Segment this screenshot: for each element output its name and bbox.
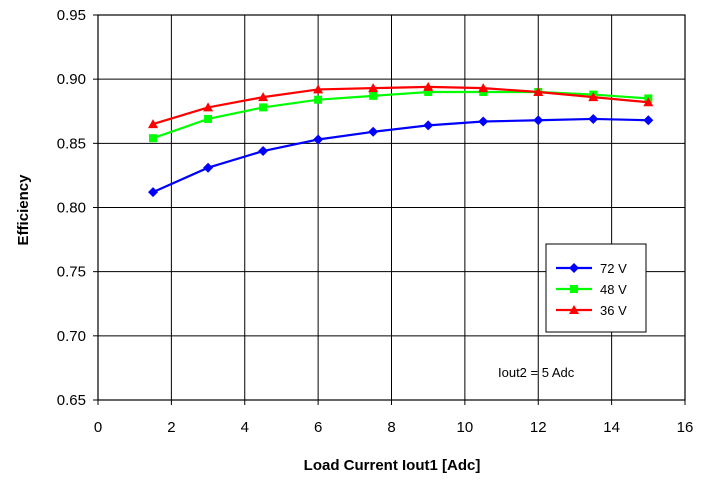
plot-border: [97, 14, 686, 401]
data-point: [259, 103, 268, 112]
data-point: [148, 119, 159, 129]
x-tick-label: 16: [677, 419, 694, 436]
series-line: [152, 85, 649, 126]
data-point: [203, 102, 214, 112]
x-tick-label: 0: [94, 419, 102, 436]
data-point: [313, 134, 324, 145]
data-point: [533, 87, 544, 96]
x-tick-label: 12: [530, 419, 547, 436]
legend: 72 V 48 V 36 V: [545, 243, 647, 333]
data-point: [258, 92, 269, 102]
series-line: [152, 117, 649, 194]
series: [148, 81, 654, 198]
x-tick-label: 2: [167, 419, 175, 436]
data-point: [314, 95, 323, 104]
grid: [98, 15, 685, 400]
x-tick-label: 6: [314, 419, 322, 436]
y-tick-label: 0.75: [57, 264, 86, 281]
data-point: [313, 84, 324, 94]
x-tick-label: 8: [387, 419, 395, 436]
series-line: [152, 90, 649, 140]
data-point: [588, 113, 599, 124]
y-tick-label: 0.65: [57, 392, 86, 409]
data-point: [148, 187, 159, 198]
data-point: [643, 115, 654, 126]
y-tick-label: 0.90: [57, 71, 86, 88]
series-2: [148, 81, 654, 129]
x-tick-label: 10: [457, 419, 474, 436]
legend-entry: 72 V: [600, 261, 627, 276]
data-point: [533, 115, 544, 126]
x-tick-label: 14: [603, 419, 620, 436]
legend-marker: [569, 305, 579, 314]
legend-entry: 36 V: [600, 303, 627, 318]
data-point: [204, 114, 213, 123]
annotation-label: Iout2 = 5 Adc: [498, 365, 575, 380]
legend-marker: [570, 285, 578, 293]
y-axis-label: Efficiency: [15, 174, 32, 246]
data-point: [643, 97, 654, 107]
data-point: [423, 120, 434, 131]
y-tick-label: 0.95: [57, 7, 86, 24]
y-tick-label: 0.85: [57, 135, 86, 152]
y-tick-label: 0.80: [57, 200, 86, 217]
legend-marker: [569, 263, 579, 273]
data-point: [203, 162, 214, 173]
data-point: [424, 88, 433, 96]
x-axis-label: Load Current Iout1 [Adc]: [304, 457, 481, 474]
data-point: [368, 126, 379, 137]
y-tick-label: 0.70: [57, 328, 86, 345]
x-tick-label: 4: [241, 419, 249, 436]
series-0: [148, 113, 654, 198]
data-point: [149, 134, 158, 143]
data-point: [369, 91, 378, 100]
data-point: [478, 83, 489, 93]
data-point: [368, 83, 379, 93]
data-point: [588, 92, 599, 102]
legend-entry: 48 V: [600, 282, 627, 297]
axes: 0 2 4 6 8 10 12 14 16 0.65 0.70 0.75 0.80 0.85 0.90 0.9…: [57, 7, 694, 436]
data-point: [423, 81, 434, 91]
data-point: [478, 116, 489, 127]
data-point: [258, 146, 269, 157]
